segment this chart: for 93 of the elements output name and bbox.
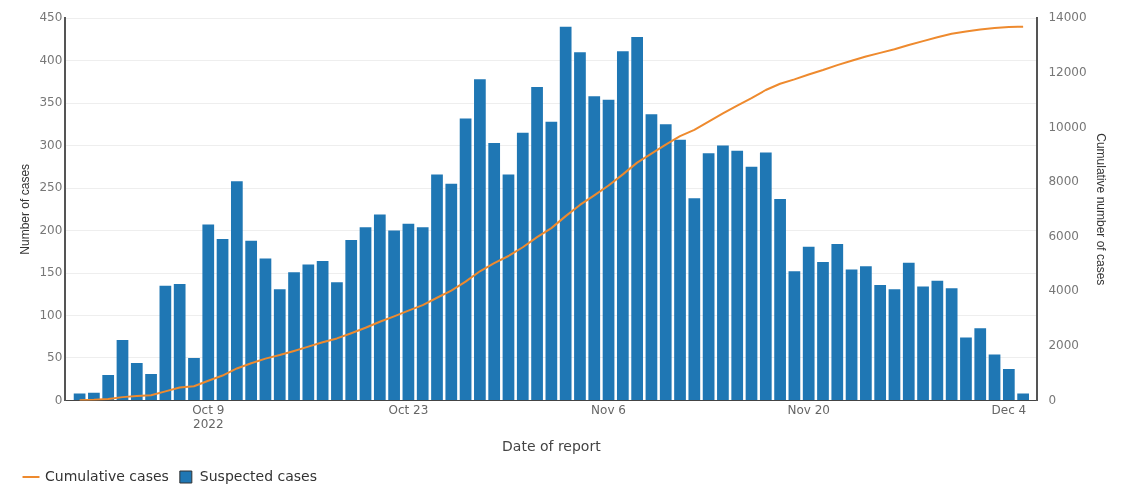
bar (860, 266, 872, 400)
x-tick-label: Dec 4 (991, 402, 1027, 417)
legend-label: Suspected cases (199, 467, 317, 484)
bar (130, 363, 143, 400)
bar (188, 357, 200, 400)
y-tick-label: 400 (39, 52, 63, 67)
bar (516, 132, 529, 400)
bar (688, 198, 701, 400)
bar (602, 99, 615, 400)
y2-tick-label: 8000 (1048, 174, 1079, 189)
y2-tick-label: 14000 (1048, 10, 1087, 25)
bar (588, 96, 601, 400)
y2-tick-label: 4000 (1048, 283, 1079, 298)
bar (173, 284, 186, 400)
bar (145, 374, 157, 400)
y-tick-label: 50 (47, 350, 63, 365)
y-axis-title: Number of cases (17, 163, 32, 255)
bar (845, 269, 858, 400)
bar (817, 261, 829, 400)
y-tick-label: 250 (39, 180, 63, 195)
y2-tick-label: 6000 (1048, 228, 1079, 243)
bar (288, 272, 300, 400)
bar (102, 374, 115, 400)
y2-tick-label: 2000 (1048, 337, 1079, 352)
bar (745, 166, 758, 400)
y-tick-label: 350 (39, 95, 63, 110)
bar (931, 280, 944, 400)
bar (245, 240, 258, 400)
bar (230, 181, 243, 400)
y-tick-label: 0 (54, 392, 63, 407)
bar (902, 262, 915, 400)
bar (159, 285, 172, 400)
y-tick-label: 200 (39, 222, 63, 237)
bar (216, 239, 229, 400)
bar (416, 227, 429, 400)
y2-tick-label: 10000 (1048, 119, 1087, 134)
bar (359, 227, 372, 400)
bar (702, 153, 715, 400)
bar (302, 264, 315, 400)
bar (674, 139, 686, 400)
bar (802, 246, 815, 400)
bar (616, 51, 629, 400)
bar (759, 152, 772, 400)
bar (945, 288, 958, 400)
bar (459, 118, 472, 400)
bar (888, 289, 901, 400)
bar (431, 174, 443, 400)
bar (774, 199, 786, 400)
bar (116, 340, 129, 400)
bar (388, 230, 400, 400)
y2-tick-label: 0 (1048, 392, 1057, 407)
bar (1017, 393, 1029, 400)
bar (1002, 368, 1015, 400)
bar (345, 239, 358, 400)
y-tick-label: 150 (39, 265, 63, 280)
bar (831, 244, 844, 400)
bar (273, 289, 286, 400)
bar (559, 26, 572, 400)
y2-tick-label: 12000 (1048, 64, 1087, 79)
bar (988, 354, 1001, 400)
x-tick-label: Nov 20 (787, 402, 830, 417)
bar (645, 114, 658, 400)
legend-label: Cumulative cases (45, 467, 169, 484)
bar (445, 183, 458, 400)
bar (917, 286, 929, 400)
bar (373, 214, 386, 400)
bar (488, 143, 501, 400)
bar (788, 271, 801, 400)
bar (631, 36, 643, 400)
bar (316, 261, 329, 400)
y-tick-label: 100 (39, 307, 63, 322)
bar (474, 79, 486, 400)
x-tick-label: Nov 6 (591, 402, 626, 417)
bar (960, 337, 972, 400)
y-tick-label: 450 (39, 10, 63, 25)
bar (545, 121, 558, 400)
x-axis-title: Date of report (502, 438, 602, 455)
bar (502, 174, 515, 400)
x-tick-label: Oct 9 2022 (192, 402, 225, 432)
y-tick-label: 300 (39, 137, 63, 152)
bar (331, 282, 343, 400)
bar (874, 284, 887, 400)
bar (202, 224, 215, 400)
bar (259, 258, 272, 400)
bar (531, 87, 543, 400)
y2-axis-title: Cumulative number of cases (1094, 133, 1109, 286)
bar (402, 223, 415, 400)
x-tick-label: Oct 23 (388, 402, 429, 417)
bar (574, 52, 586, 400)
bar (717, 145, 729, 400)
bar (731, 150, 744, 400)
bar (659, 124, 672, 400)
bar (974, 328, 987, 400)
